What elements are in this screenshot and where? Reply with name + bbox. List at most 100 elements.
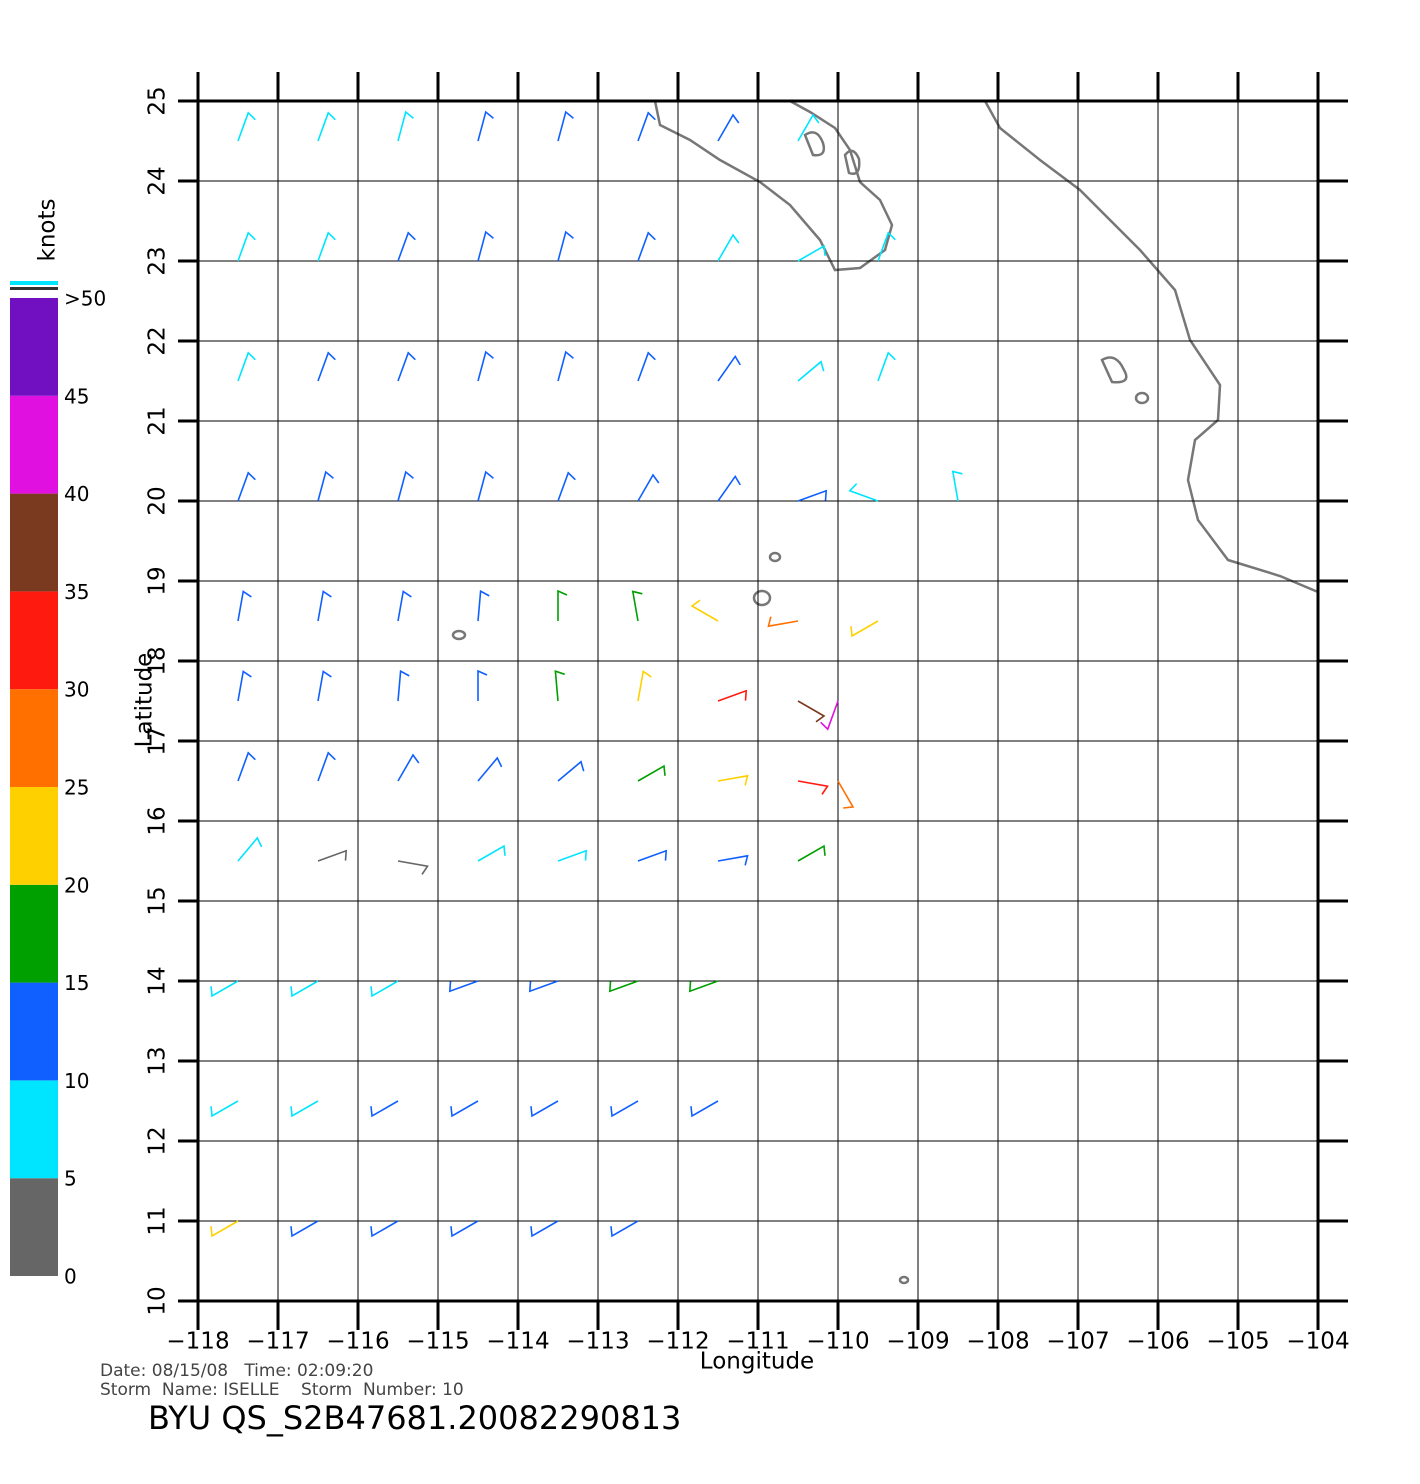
wind-barb <box>797 780 829 795</box>
colorbar-segment <box>10 395 58 494</box>
wind-barb <box>690 599 719 622</box>
wind-barb <box>557 350 574 382</box>
wind-barb <box>528 980 559 993</box>
x-tick-label: −107 <box>1046 1329 1109 1355</box>
x-axis-label: Longitude <box>700 1349 814 1375</box>
island <box>803 131 826 157</box>
wind-barb <box>637 473 660 502</box>
y-tick-label: 20 <box>145 486 171 515</box>
x-tick-label: −114 <box>486 1329 549 1355</box>
colorbar-tick-label: 30 <box>64 678 89 702</box>
wind-barb <box>477 756 503 782</box>
wind-barb <box>557 230 574 262</box>
wind-barb <box>717 474 741 502</box>
wind-barb <box>317 111 336 142</box>
wind-barb <box>477 589 490 622</box>
wind-barb <box>951 470 963 502</box>
wind-barb <box>210 1220 239 1238</box>
colorbar-tick-label: 20 <box>64 873 89 897</box>
x-tick-label: −110 <box>806 1329 869 1355</box>
wind-barb <box>290 980 319 998</box>
island <box>451 629 467 641</box>
island <box>843 149 861 175</box>
colorbar-tick-label: 45 <box>64 384 89 408</box>
wind-barb <box>797 700 826 723</box>
island <box>1134 391 1150 405</box>
wind-barb <box>370 1220 399 1238</box>
wind-barb <box>530 1100 559 1118</box>
wind-barb <box>317 590 332 622</box>
x-tick-label: −117 <box>246 1329 309 1355</box>
y-tick-label: 11 <box>145 1206 171 1235</box>
wind-barb <box>370 980 399 998</box>
wind-barb <box>237 231 256 262</box>
wind-barb <box>688 980 719 993</box>
wind-barb <box>397 231 416 262</box>
wind-barbs <box>210 110 963 1238</box>
wind-barb <box>397 470 414 502</box>
colorbar-segment <box>10 591 58 690</box>
wind-barb <box>237 751 256 782</box>
wind-barb <box>530 1220 559 1238</box>
colorbar-segment <box>10 1080 58 1179</box>
wind-barb <box>397 669 410 702</box>
wind-barb <box>477 110 494 142</box>
wind-barb <box>397 351 416 382</box>
y-tick-label: 22 <box>145 326 171 355</box>
wind-barb <box>717 854 749 866</box>
wind-barb <box>797 113 820 142</box>
colorbar-segment <box>10 884 58 983</box>
wind-barb <box>210 1100 239 1118</box>
wind-barb <box>477 230 494 262</box>
wind-barb <box>450 1220 479 1238</box>
wind-barb <box>477 350 494 382</box>
colorbar-tick-label: 35 <box>64 580 89 604</box>
colorbar-tick-label: 15 <box>64 971 89 995</box>
colorbar-tick-label: 0 <box>64 1265 77 1289</box>
wind-barb <box>397 590 412 622</box>
wind-barb <box>477 669 488 701</box>
x-tick-label: −106 <box>1126 1329 1189 1355</box>
footer-date: Date: 08/15/08 Time: 02:09:20 <box>100 1361 373 1381</box>
wind-barb <box>797 360 825 382</box>
map-frame <box>196 99 1320 1303</box>
wind-barb <box>690 1100 719 1118</box>
wind-barb <box>797 844 826 862</box>
colorbar-tick-label: 5 <box>64 1167 77 1191</box>
colorbar-segment <box>10 298 58 396</box>
y-tick-label: 24 <box>145 166 171 195</box>
wind-barb <box>237 351 256 382</box>
wind-barb <box>317 351 336 382</box>
wind-barb <box>554 669 565 702</box>
wind-barb <box>557 471 576 502</box>
wind-barb <box>717 113 740 142</box>
colorbar-segment <box>10 787 58 885</box>
wind-barb <box>717 354 741 382</box>
x-tick-label: −115 <box>406 1329 469 1355</box>
wind-barb <box>877 231 896 262</box>
wind-barb <box>610 1220 639 1238</box>
y-tick-label: 12 <box>145 1126 171 1155</box>
island <box>768 551 782 563</box>
wind-barb <box>557 589 568 621</box>
grid <box>178 72 1348 1330</box>
colorbar-segment <box>10 1178 58 1276</box>
colorbar-segment <box>10 982 58 1081</box>
wind-barb <box>557 760 585 782</box>
y-tick-label: 21 <box>145 406 171 435</box>
island <box>1100 356 1128 384</box>
wind-barb <box>717 774 749 786</box>
wind-barb <box>637 670 652 702</box>
y-tick-label: 10 <box>145 1286 171 1315</box>
wind-barb <box>637 111 656 142</box>
wind-barb <box>477 470 494 502</box>
y-tick-label: 16 <box>145 806 171 835</box>
coastline <box>451 99 1319 1285</box>
y-tick-label: 18 <box>145 646 171 675</box>
baja-coast <box>653 99 894 272</box>
colorbar-tick-label: 25 <box>64 776 89 800</box>
y-tick-label: 14 <box>145 966 171 995</box>
wind-barb <box>448 980 479 993</box>
colorbar-segment <box>10 689 58 787</box>
